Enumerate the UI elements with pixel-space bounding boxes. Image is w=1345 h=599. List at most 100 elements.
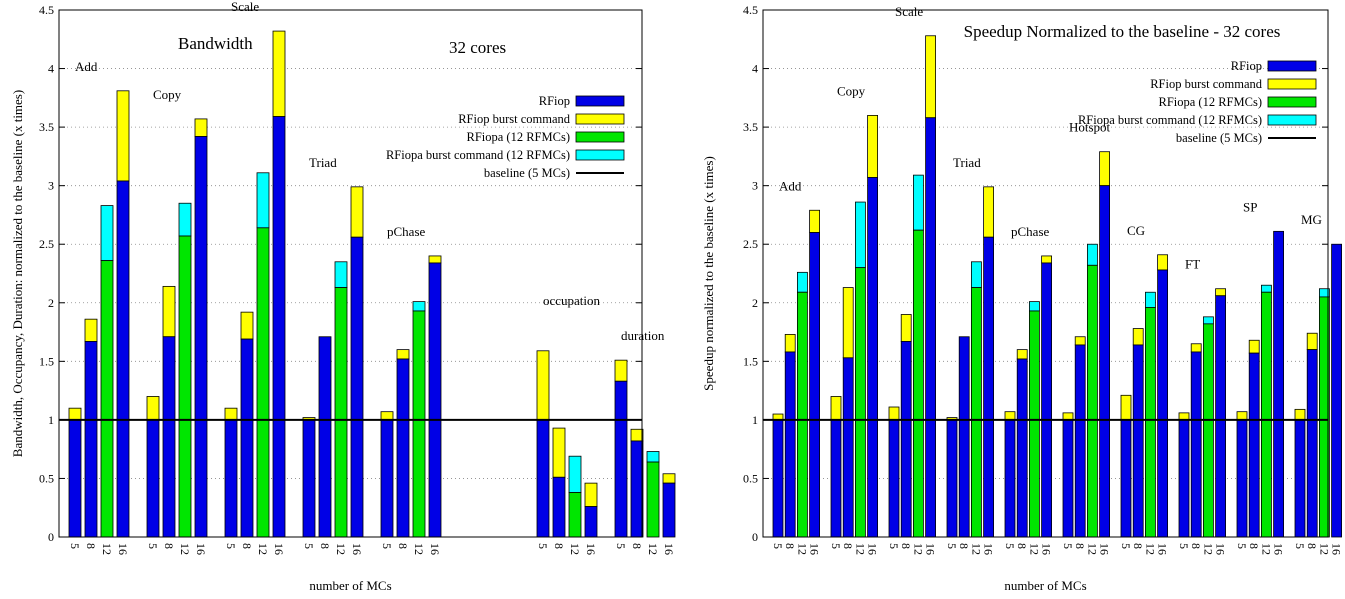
bar-base bbox=[256, 227, 270, 538]
bar-base bbox=[568, 492, 582, 538]
bar-base bbox=[1306, 349, 1318, 538]
x-tick-label: 16 bbox=[866, 543, 880, 555]
bar-base bbox=[536, 419, 550, 538]
x-tick-label: 16 bbox=[1272, 543, 1286, 555]
x-tick-label: 12 bbox=[100, 543, 114, 555]
bar-base bbox=[797, 291, 808, 538]
legend-label: RFiopa (12 RFMCs) bbox=[467, 130, 571, 144]
group-label: MG bbox=[1301, 212, 1322, 227]
x-tick-label: 12 bbox=[853, 543, 867, 555]
y-tick-label: 2 bbox=[48, 296, 54, 310]
x-tick-label: 8 bbox=[1015, 543, 1029, 549]
x-tick-label: 12 bbox=[1317, 543, 1331, 555]
bar-base bbox=[1132, 344, 1144, 538]
bar-burst bbox=[412, 301, 426, 312]
bar-base bbox=[412, 310, 426, 538]
bar-base bbox=[272, 116, 286, 538]
bar-base bbox=[888, 419, 900, 538]
legend-swatch bbox=[575, 113, 625, 125]
bar-base bbox=[1062, 419, 1074, 538]
bar-burst bbox=[1306, 332, 1318, 351]
bar-base bbox=[1004, 419, 1016, 538]
x-tick-label: 8 bbox=[84, 543, 98, 549]
y-tick-label: 3 bbox=[48, 179, 54, 193]
x-tick-label: 5 bbox=[1003, 543, 1017, 549]
group-label: Copy bbox=[153, 87, 182, 102]
bar-burst bbox=[809, 209, 820, 233]
bar-burst bbox=[256, 172, 270, 229]
x-tick-label: 12 bbox=[646, 543, 660, 555]
bar-base bbox=[830, 419, 842, 538]
bar-base bbox=[350, 236, 364, 538]
y-tick-label: 3.5 bbox=[743, 120, 758, 134]
legend-swatch bbox=[575, 149, 625, 161]
bar-base bbox=[100, 260, 114, 538]
bar-burst bbox=[925, 35, 936, 119]
bar-base bbox=[194, 136, 208, 538]
bar-burst bbox=[1062, 412, 1074, 421]
group-label: Hotspot bbox=[1069, 120, 1111, 135]
bar-base bbox=[614, 380, 628, 538]
group-label: SP bbox=[1243, 199, 1257, 214]
bar-burst bbox=[1248, 339, 1260, 354]
x-tick-label: 16 bbox=[924, 543, 938, 555]
bar-burst bbox=[428, 255, 442, 264]
bar-burst bbox=[350, 186, 364, 238]
x-tick-label: 12 bbox=[334, 543, 348, 555]
bar-burst bbox=[334, 261, 348, 288]
bar-burst bbox=[1157, 254, 1168, 271]
group-label: pChase bbox=[387, 224, 426, 239]
bar-base bbox=[646, 461, 660, 538]
bar-base bbox=[1145, 307, 1156, 538]
x-tick-label: 8 bbox=[1073, 543, 1087, 549]
bar-base bbox=[842, 357, 854, 538]
bar-burst bbox=[68, 407, 82, 421]
bar-burst bbox=[913, 174, 924, 231]
x-tick-label: 16 bbox=[350, 543, 364, 555]
bar-burst bbox=[380, 411, 394, 421]
bar-base bbox=[162, 336, 176, 538]
y-tick-label: 2.5 bbox=[743, 237, 758, 251]
x-tick-label: 12 bbox=[795, 543, 809, 555]
x-tick-label: 8 bbox=[552, 543, 566, 549]
bar-base bbox=[1215, 295, 1226, 538]
y-axis-label: Bandwidth, Occupancy, Duration: normaliz… bbox=[10, 90, 25, 457]
bar-base bbox=[983, 236, 994, 538]
bar-base bbox=[1041, 262, 1052, 538]
x-tick-label: 5 bbox=[1235, 543, 1249, 549]
bar-burst bbox=[84, 318, 98, 342]
x-tick-label: 5 bbox=[380, 543, 394, 549]
x-tick-label: 16 bbox=[1156, 543, 1170, 555]
bar-burst bbox=[1120, 394, 1132, 421]
legend-swatch bbox=[1267, 96, 1317, 108]
bar-base bbox=[240, 338, 254, 538]
y-tick-label: 4 bbox=[48, 62, 54, 76]
y-tick-label: 1 bbox=[48, 413, 54, 427]
x-tick-label: 16 bbox=[808, 543, 822, 555]
x-tick-label: 8 bbox=[1189, 543, 1203, 549]
x-tick-label: 5 bbox=[1293, 543, 1307, 549]
x-tick-label: 5 bbox=[829, 543, 843, 549]
x-tick-label: 12 bbox=[911, 543, 925, 555]
group-label: Copy bbox=[837, 83, 866, 98]
bar-base bbox=[1261, 291, 1272, 538]
x-tick-label: 12 bbox=[1201, 543, 1215, 555]
bar-burst bbox=[1004, 411, 1016, 421]
x-tick-label: 8 bbox=[899, 543, 913, 549]
x-tick-label: 12 bbox=[969, 543, 983, 555]
bar-burst bbox=[971, 261, 982, 288]
bar-base bbox=[784, 351, 796, 538]
x-tick-label: 16 bbox=[584, 543, 598, 555]
bar-base bbox=[662, 482, 676, 538]
bar-burst bbox=[1087, 243, 1098, 266]
x-tick-label: 8 bbox=[240, 543, 254, 549]
y-tick-label: 4.5 bbox=[39, 3, 54, 17]
bar-base bbox=[946, 419, 958, 538]
x-tick-label: 8 bbox=[318, 543, 332, 549]
x-tick-label: 8 bbox=[1305, 543, 1319, 549]
x-tick-label: 12 bbox=[1027, 543, 1041, 555]
x-tick-label: 8 bbox=[396, 543, 410, 549]
bar-burst bbox=[116, 90, 130, 182]
legend-swatch bbox=[1267, 114, 1317, 126]
legend-label: RFiop bbox=[539, 94, 570, 108]
